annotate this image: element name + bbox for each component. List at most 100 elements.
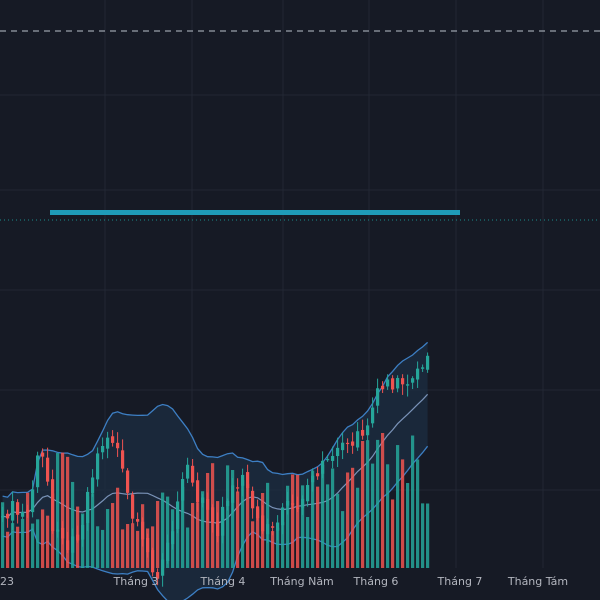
volume-bar[interactable] (191, 503, 195, 568)
volume-bar[interactable] (276, 527, 280, 568)
volume-bar[interactable] (206, 472, 210, 568)
candle-down[interactable] (6, 509, 10, 528)
candle-down[interactable] (126, 468, 130, 500)
volume-bar[interactable] (286, 485, 290, 568)
volume-bar[interactable] (186, 527, 190, 568)
candle-up[interactable] (101, 437, 105, 460)
volume-bar[interactable] (201, 491, 205, 568)
volume-bar[interactable] (126, 524, 130, 568)
candle-down[interactable] (251, 486, 255, 519)
volume-bar[interactable] (211, 463, 215, 568)
candle-down[interactable] (401, 374, 405, 395)
volume-bar[interactable] (146, 528, 150, 568)
volume-bar[interactable] (376, 439, 380, 568)
volume-bar[interactable] (416, 459, 420, 568)
volume-bar[interactable] (301, 485, 305, 568)
volume-bar[interactable] (306, 517, 310, 568)
volume-bar[interactable] (346, 472, 350, 568)
candle-down[interactable] (316, 466, 320, 480)
candle-up[interactable] (356, 422, 360, 451)
resistance-line[interactable] (50, 210, 460, 215)
candle-up[interactable] (326, 455, 330, 462)
volume-bar[interactable] (281, 522, 285, 568)
volume-bar[interactable] (236, 491, 240, 568)
candle-up[interactable] (31, 480, 35, 518)
volume-bar[interactable] (351, 467, 355, 568)
volume-bar[interactable] (121, 529, 125, 568)
volume-bar[interactable] (381, 433, 385, 568)
volume-bar[interactable] (36, 519, 40, 568)
volume-bar[interactable] (91, 493, 95, 568)
candle-up[interactable] (396, 375, 400, 393)
candle-up[interactable] (306, 478, 310, 507)
volume-bar[interactable] (81, 513, 85, 568)
volume-bar[interactable] (216, 501, 220, 568)
volume-bar[interactable] (11, 523, 15, 568)
candle-up[interactable] (376, 378, 380, 414)
volume-bar[interactable] (161, 492, 165, 568)
volume-bar[interactable] (361, 441, 365, 568)
volume-bar[interactable] (111, 503, 115, 568)
volume-bar[interactable] (396, 445, 400, 568)
candle-up[interactable] (21, 503, 25, 519)
volume-bar[interactable] (256, 508, 260, 568)
volume-bar[interactable] (296, 474, 300, 568)
volume-bar[interactable] (341, 511, 345, 568)
candle-up[interactable] (106, 431, 110, 459)
volume-bar[interactable] (151, 526, 155, 568)
volume-bar[interactable] (31, 523, 35, 568)
volume-bar[interactable] (141, 504, 145, 568)
volume-bar[interactable] (196, 502, 200, 568)
volume-bar[interactable] (271, 531, 275, 568)
candle-down[interactable] (391, 375, 395, 394)
candle-up[interactable] (416, 361, 420, 388)
candle-down[interactable] (236, 478, 240, 493)
volume-bar[interactable] (131, 523, 135, 568)
volume-bar[interactable] (16, 526, 20, 568)
volume-bar[interactable] (226, 465, 230, 568)
candle-down[interactable] (116, 432, 120, 457)
volume-bar[interactable] (171, 509, 175, 568)
candle-up[interactable] (421, 364, 425, 372)
volume-bar[interactable] (426, 503, 430, 568)
volume-bar[interactable] (371, 463, 375, 568)
candle-up[interactable] (341, 432, 345, 460)
volume-bar[interactable] (21, 518, 25, 568)
volume-bar[interactable] (26, 492, 30, 568)
volume-bar[interactable] (156, 500, 160, 568)
volume-bar[interactable] (386, 464, 390, 568)
volume-bar[interactable] (391, 499, 395, 568)
volume-bars[interactable] (1, 433, 430, 568)
candle-up[interactable] (96, 447, 100, 487)
candle-up[interactable] (366, 418, 370, 441)
volume-bar[interactable] (406, 483, 410, 568)
candle-down[interactable] (111, 430, 115, 447)
candle-down[interactable] (361, 419, 365, 440)
volume-bar[interactable] (106, 509, 110, 568)
candle-up[interactable] (336, 437, 340, 468)
volume-bar[interactable] (366, 440, 370, 568)
volume-bar[interactable] (331, 468, 335, 568)
volume-bar[interactable] (261, 492, 265, 568)
candle-down[interactable] (16, 499, 20, 524)
candle-up[interactable] (36, 451, 40, 493)
volume-bar[interactable] (166, 496, 170, 568)
volume-bar[interactable] (1, 502, 5, 568)
volume-bar[interactable] (116, 487, 120, 568)
volume-bar[interactable] (71, 481, 75, 568)
volume-bar[interactable] (336, 493, 340, 568)
volume-bar[interactable] (411, 435, 415, 568)
volume-bar[interactable] (51, 493, 55, 568)
volume-bar[interactable] (6, 531, 10, 568)
volume-bar[interactable] (56, 452, 60, 568)
candle-up[interactable] (426, 352, 430, 373)
volume-bar[interactable] (41, 509, 45, 568)
volume-bar[interactable] (181, 486, 185, 568)
volume-bar[interactable] (241, 480, 245, 568)
volume-bar[interactable] (251, 521, 255, 568)
volume-bar[interactable] (231, 470, 235, 568)
candle-up[interactable] (411, 376, 415, 390)
candle-down[interactable] (136, 512, 140, 527)
candle-down[interactable] (381, 381, 385, 394)
